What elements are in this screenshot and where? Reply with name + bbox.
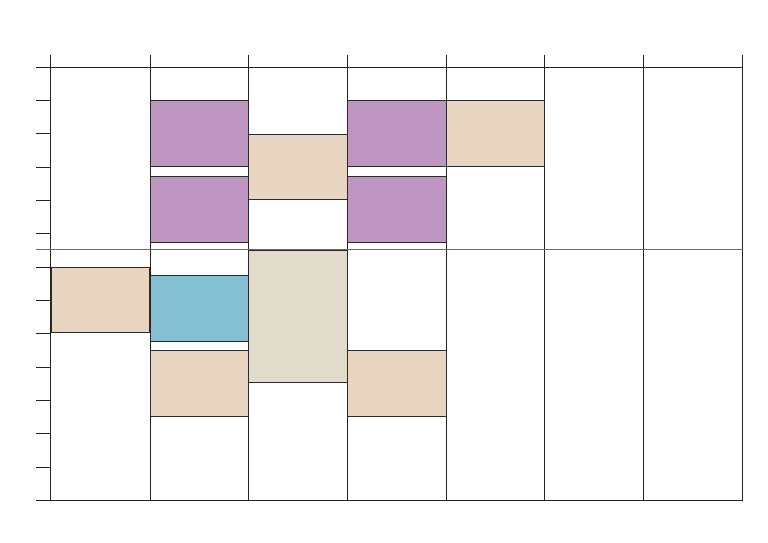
time-tick [36,233,50,234]
event-block[interactable] [150,350,249,417]
time-tick [36,200,50,201]
time-tick [36,267,50,268]
time-tick [36,333,50,334]
column-divider [446,55,447,500]
current-time-line [36,249,743,250]
column-divider [50,55,51,500]
time-tick [36,467,50,468]
event-block[interactable] [150,100,249,167]
event-block[interactable] [446,100,545,167]
time-tick [36,300,50,301]
time-tick [36,433,50,434]
time-tick [36,167,50,168]
column-divider [742,55,743,500]
event-block[interactable] [347,100,447,167]
time-tick [36,133,50,134]
time-tick [36,100,50,101]
event-block[interactable] [150,275,249,342]
event-block[interactable] [347,176,447,243]
event-block[interactable] [347,350,447,417]
column-divider [643,55,644,500]
grid-top-line [50,67,743,68]
time-tick [36,67,50,68]
event-block[interactable] [248,250,348,383]
grid-bottom-line [36,500,743,501]
event-block[interactable] [51,267,150,333]
event-block[interactable] [248,134,348,200]
event-block[interactable] [150,176,249,243]
time-tick [36,367,50,368]
time-tick [36,400,50,401]
column-divider [544,55,545,500]
